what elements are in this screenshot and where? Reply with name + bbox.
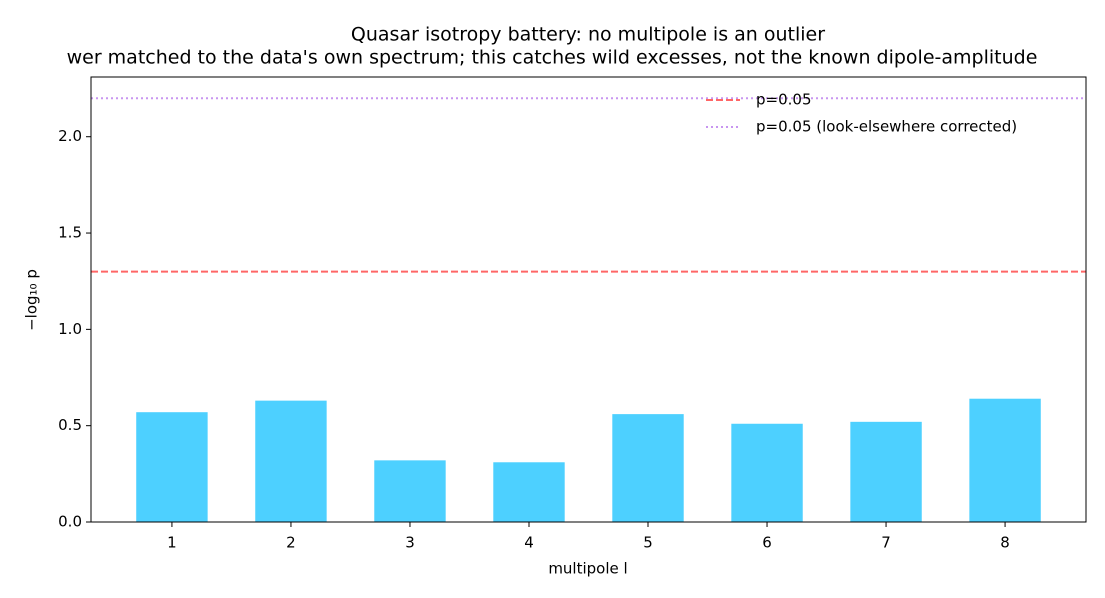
bar (255, 400, 327, 522)
y-tick-label: 2.0 (58, 127, 82, 145)
x-tick-label: 2 (286, 534, 296, 552)
x-tick-label: 4 (524, 534, 534, 552)
x-tick-label: 8 (1000, 534, 1010, 552)
x-tick-label: 7 (881, 534, 891, 552)
bar (612, 414, 684, 522)
x-axis-label: multipole l (548, 560, 627, 578)
y-tick-label: 0.0 (58, 513, 82, 531)
y-tick-label: 0.5 (58, 416, 82, 434)
bar (493, 462, 565, 522)
x-tick-label: 6 (762, 534, 772, 552)
y-tick-label: 1.5 (58, 224, 82, 242)
y-axis-label: −log₁₀ p (23, 269, 41, 331)
legend-label: p=0.05 (756, 91, 812, 109)
bar (374, 460, 446, 522)
bar (850, 421, 922, 522)
x-tick-label: 1 (167, 534, 177, 552)
plot-frame (90, 76, 1087, 523)
x-tick-label: 5 (643, 534, 653, 552)
chart-title: Quasar isotropy battery: no multipole is… (351, 24, 825, 46)
bar (136, 412, 208, 522)
bar (969, 398, 1041, 522)
x-tick-label: 3 (405, 534, 415, 552)
legend-label: p=0.05 (look-elsewhere corrected) (756, 118, 1017, 136)
y-tick-label: 1.0 (58, 320, 82, 338)
chart-subtitle: wer matched to the data's own spectrum; … (67, 47, 1038, 69)
bar (731, 423, 803, 522)
